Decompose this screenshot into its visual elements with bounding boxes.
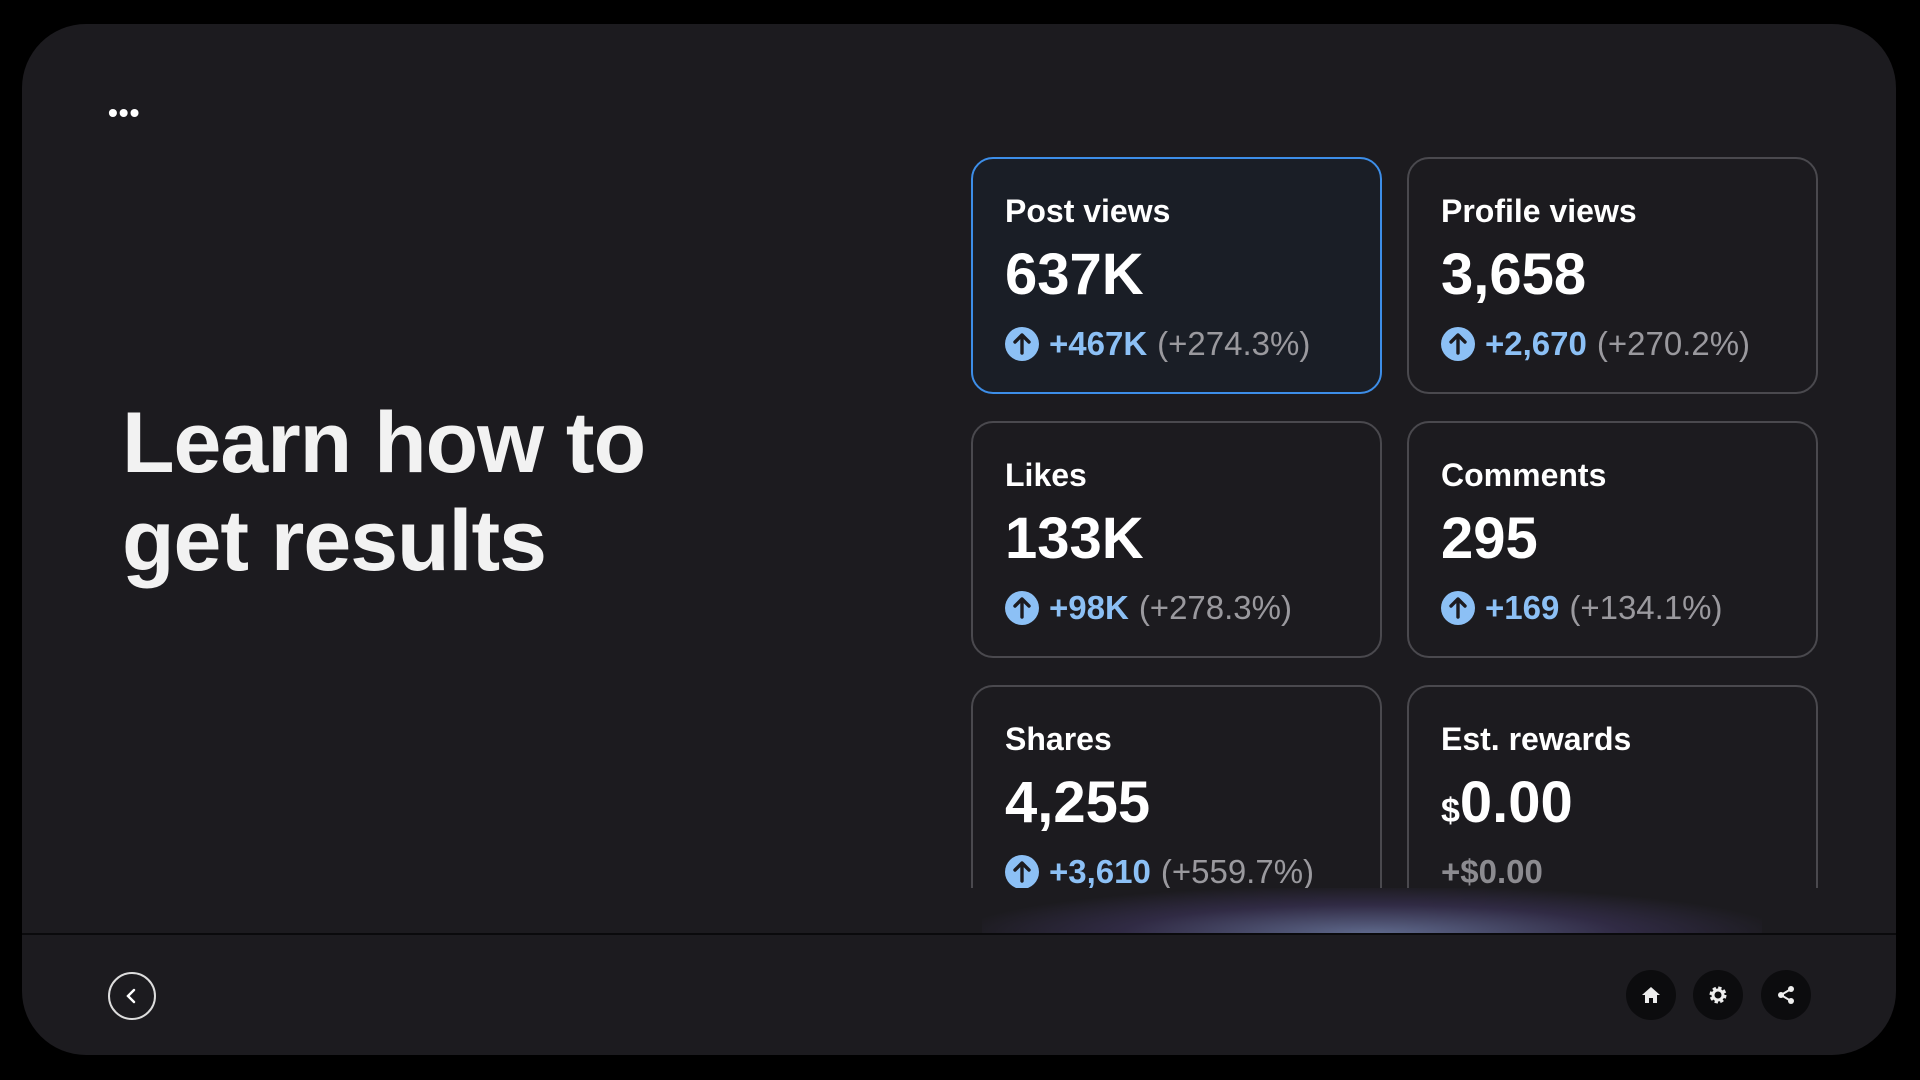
stats-grid: Post views 637K +467K (+274.3%) Profile view…: [949, 133, 1829, 888]
stat-change: +169 (+134.1%): [1441, 589, 1723, 627]
stat-change: +$0.00: [1441, 853, 1543, 888]
value: 0.00: [1459, 770, 1573, 835]
stat-value: 295: [1441, 505, 1538, 572]
stat-label: Est. rewards: [1441, 721, 1632, 757]
separator: [22, 933, 1896, 935]
stat-card[interactable]: Likes 133K +98K (+278.3%): [971, 421, 1382, 658]
percent: (+134.1%): [1569, 589, 1723, 626]
value: 133K: [1005, 506, 1144, 571]
change: +467K: [1049, 325, 1148, 362]
up-icon: [1005, 855, 1039, 888]
stat-value: 4,255: [1005, 769, 1150, 836]
stat-change: +3,610 (+559.7%): [1005, 853, 1314, 888]
stat-value: 637K: [1005, 241, 1144, 308]
percent: (+278.3%): [1138, 589, 1292, 626]
headline-line: get results: [122, 493, 547, 589]
settings-button[interactable]: [1693, 970, 1743, 1020]
value: 637K: [1005, 242, 1144, 307]
percent: (+270.2%): [1596, 325, 1751, 362]
value: 4,255: [1005, 770, 1151, 835]
stat-change: +98K (+278.3%): [1005, 589, 1292, 627]
stat-card[interactable]: Comments 295 +169 (+134.1%): [1407, 421, 1818, 658]
headline-line: Learn how to: [122, 395, 646, 491]
stat-change: +2,670 (+270.2%): [1441, 325, 1750, 363]
share-button[interactable]: [1761, 970, 1811, 1020]
stat-label: Comments: [1441, 457, 1607, 493]
stat-label: Likes: [1005, 457, 1087, 493]
glow: [982, 888, 1762, 934]
stat-value: 133K: [1005, 505, 1144, 572]
home-button[interactable]: [1626, 970, 1676, 1020]
stat-change: +467K (+274.3%): [1005, 325, 1310, 363]
up-icon: [1441, 327, 1475, 361]
change: +98K: [1049, 589, 1129, 626]
currency: $: [1441, 792, 1460, 830]
stat-card[interactable]: Shares 4,255 +3,610 (+559.7%): [971, 685, 1382, 888]
stat-card[interactable]: Profile views 3,658 +2,670 (+270.2%): [1407, 157, 1818, 394]
stat-value: $0.00: [1441, 769, 1573, 836]
stat-card[interactable]: Post views 637K +467K (+274.3%): [971, 157, 1382, 394]
change: +3,610: [1049, 853, 1151, 888]
change: +169: [1485, 589, 1560, 626]
change: +2,670: [1485, 325, 1587, 362]
up-icon: [1005, 327, 1039, 361]
menu-button[interactable]: •••: [108, 97, 141, 128]
value: 295: [1441, 506, 1538, 571]
stat-label: Post views: [1005, 193, 1171, 229]
stat-label: Shares: [1005, 721, 1112, 757]
up-icon: [1005, 591, 1039, 625]
headline: Learn how to get results: [122, 394, 646, 590]
percent: (+274.3%): [1157, 325, 1311, 362]
percent: (+559.7%): [1160, 853, 1315, 888]
stat-label: Profile views: [1441, 193, 1637, 229]
back-button[interactable]: [108, 972, 156, 1020]
stat-card[interactable]: Est. rewards $0.00 +$0.00: [1407, 685, 1818, 888]
app-frame: ••• Learn how to get results Post views 6…: [22, 24, 1896, 1055]
stat-value: 3,658: [1441, 241, 1586, 308]
value: 3,658: [1441, 242, 1587, 307]
up-icon: [1441, 591, 1475, 625]
change: +$0.00: [1441, 853, 1543, 888]
